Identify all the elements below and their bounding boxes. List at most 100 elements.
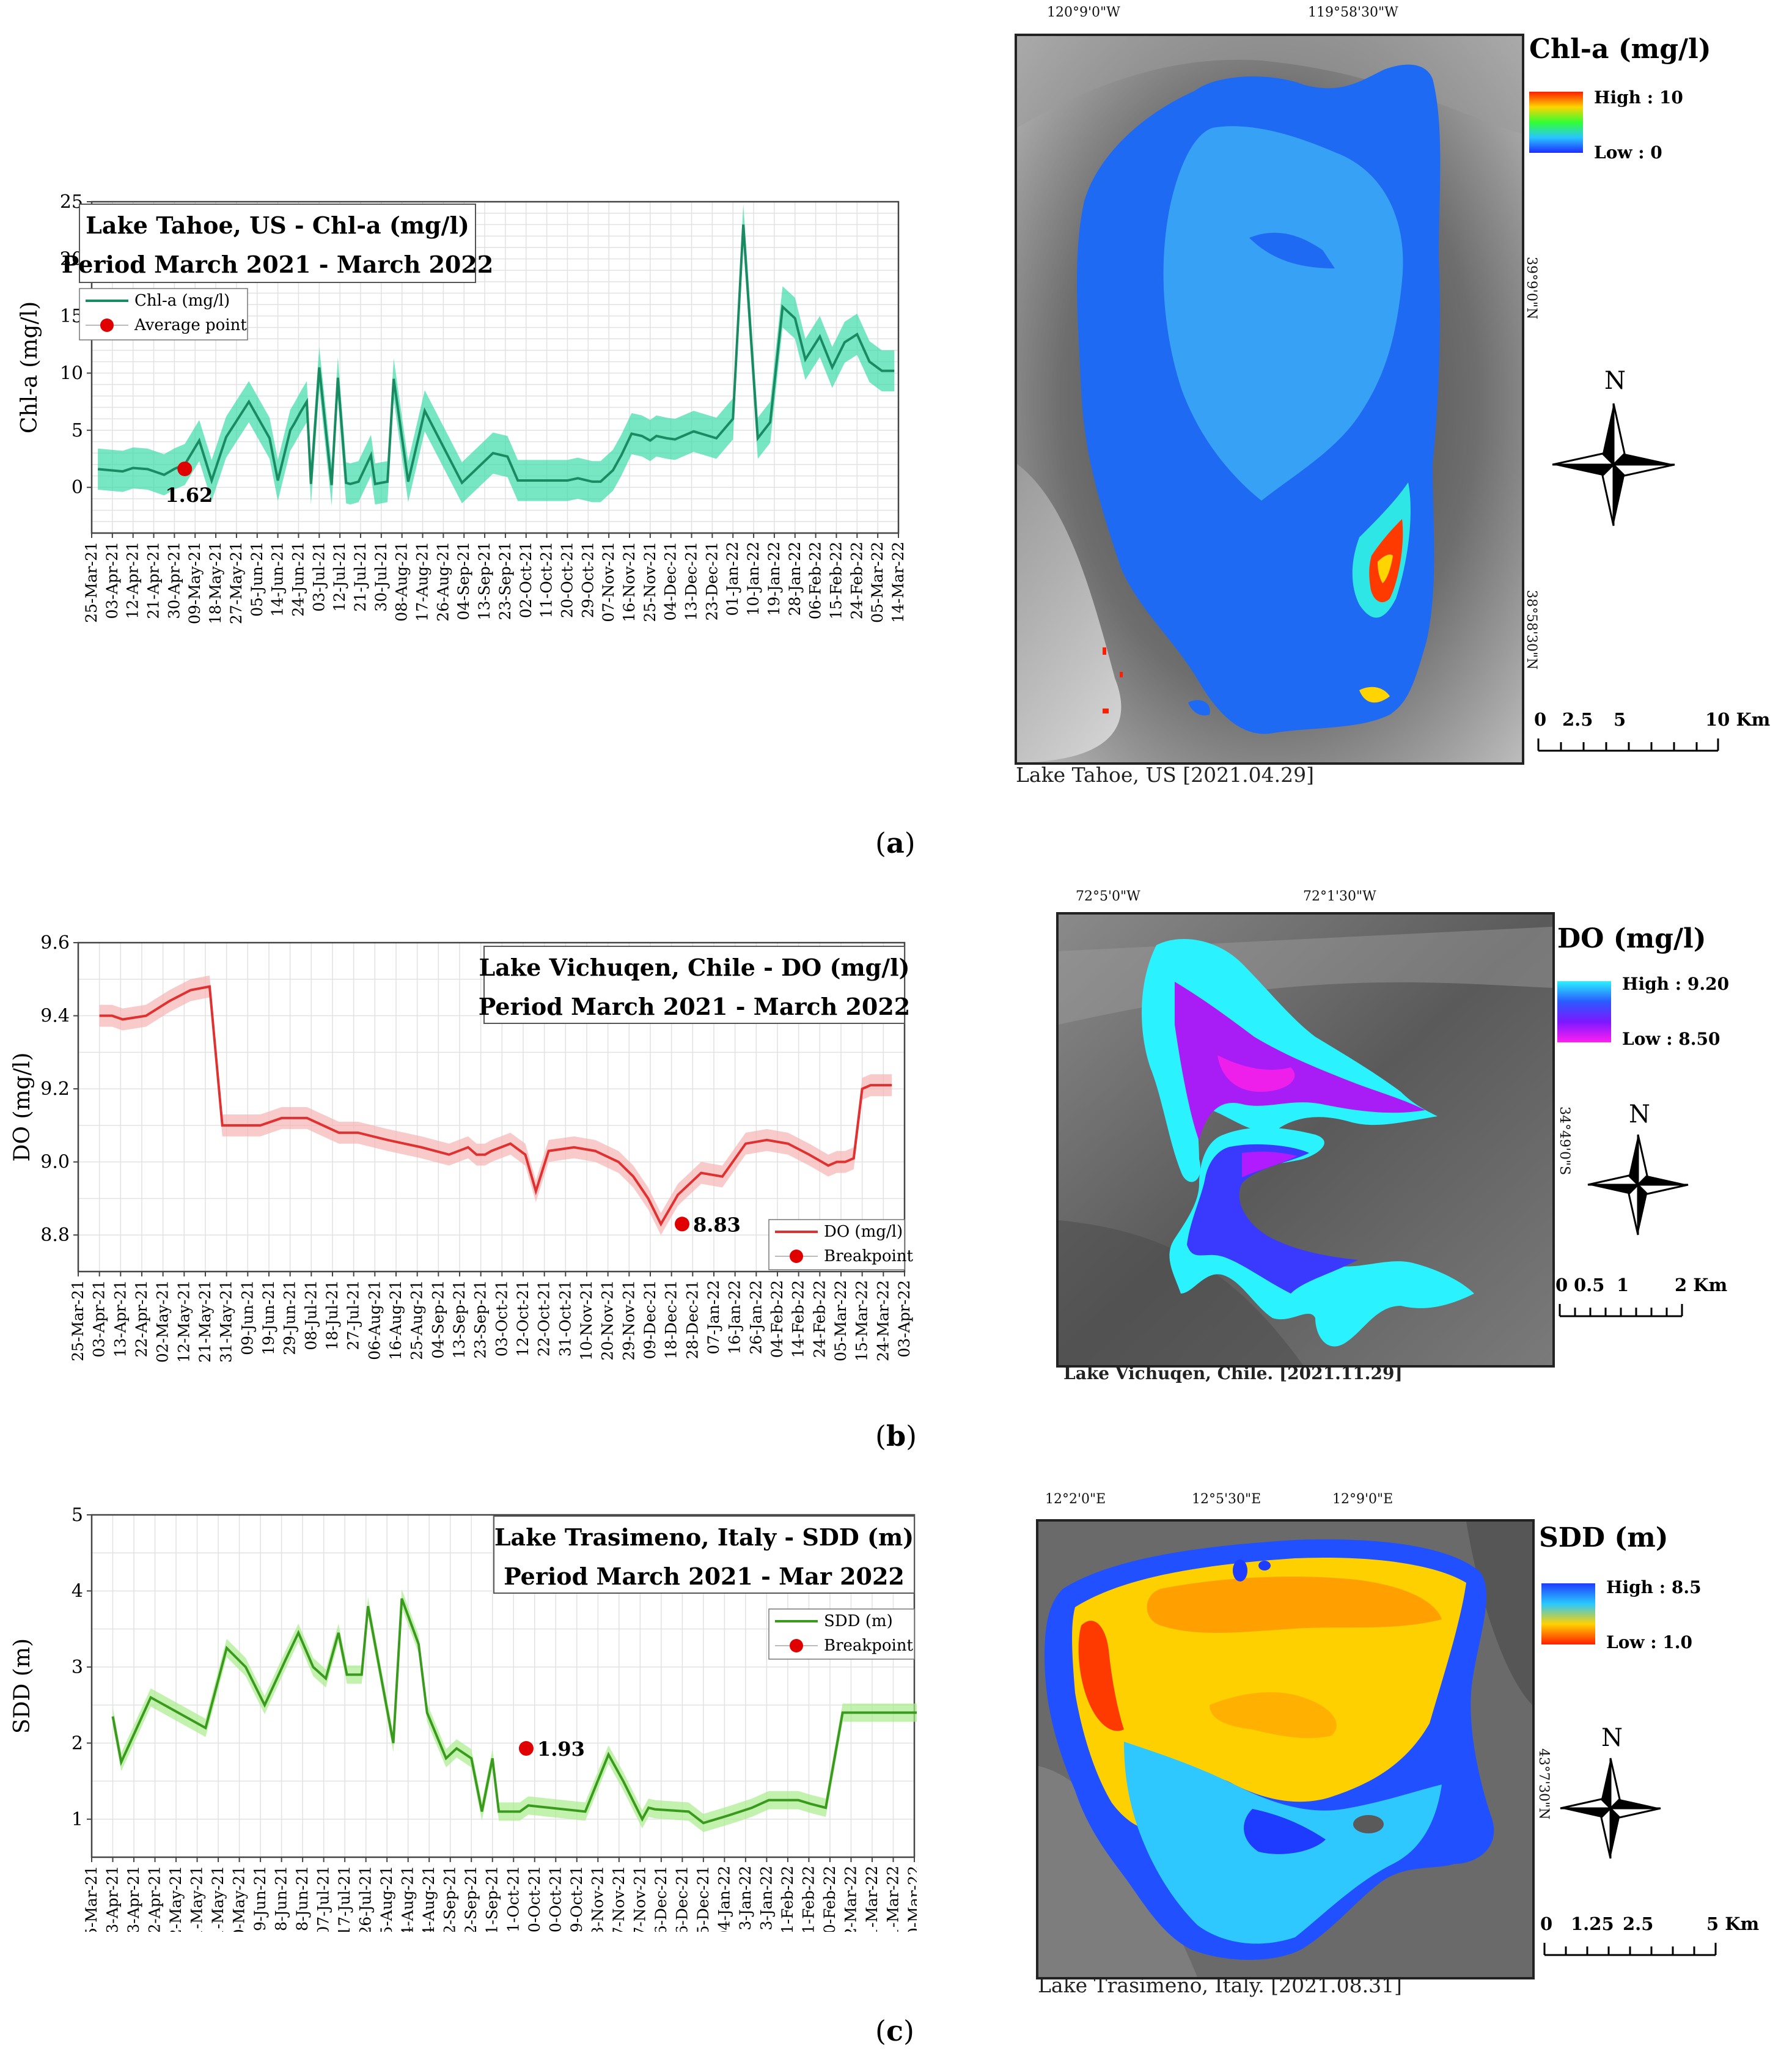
map-a-caption: Lake Tahoe, US [2021.04.29] [1016, 763, 1314, 787]
x-tick-label: 08-Aug-21 [393, 542, 411, 622]
x-tick-label: 14-Aug-21 [399, 1866, 417, 1932]
compass-icon [1552, 403, 1675, 526]
map-c-image [1036, 1519, 1535, 1979]
y-tick-label: 1 [72, 1809, 83, 1830]
x-tick-label: 22-Oct-21 [535, 1280, 553, 1357]
y-tick-label: 0 [72, 477, 83, 498]
x-tick-label: 02-Sep-21 [441, 1866, 459, 1932]
y-tick-label: 4 [72, 1580, 83, 1602]
map-a-legend-low: Low : 0 [1594, 142, 1662, 163]
x-tick-label: 16-Dec-21 [673, 1866, 691, 1932]
legend-series-label: SDD (m) [824, 1612, 893, 1630]
x-tick-label: 11-Mar-22 [863, 1866, 881, 1932]
map-c-scale-ticks [1543, 1943, 1717, 1956]
x-tick-label: 25-Dec-21 [694, 1866, 712, 1932]
x-tick-label: 07-Nov-21 [600, 542, 617, 622]
x-tick-label: 11-Oct-21 [538, 542, 556, 618]
y-tick-label: 2 [72, 1732, 83, 1754]
x-tick-label: 08-Jul-21 [302, 1280, 320, 1350]
plot-frame [77, 941, 906, 1273]
x-tick-label: 24-Feb-22 [848, 542, 865, 619]
map-a-scale-bar: 0 2.5 5 10 Km [1534, 709, 1791, 758]
x-tick-label: 02-Oct-21 [517, 542, 535, 618]
map-b-coord-top-2: 72°1'30"W [1303, 889, 1376, 904]
x-tick-label: 29-Oct-21 [579, 542, 597, 618]
plot-frame [90, 1514, 916, 1858]
map-b-legend-low: Low : 8.50 [1622, 1029, 1720, 1049]
map-b-scale-0: 0 [1555, 1275, 1568, 1295]
x-tick-label: 26-Jul-21 [357, 1866, 375, 1932]
x-tick-label: 06-Aug-21 [365, 1280, 383, 1360]
chart-title-line2: Period March 2021 - March 2022 [479, 993, 911, 1020]
panel-letter-c: c [886, 2014, 903, 2047]
x-tick-label: 13-Sep-21 [476, 542, 493, 620]
x-tick-label: 04-Sep-21 [429, 1280, 447, 1358]
x-tick-label: 09-Dec-21 [641, 1280, 659, 1359]
x-tick-label: 25-Mar-21 [83, 1866, 100, 1932]
x-tick-label: 25-Mar-21 [83, 542, 100, 623]
title-box [493, 1515, 915, 1594]
title-box [79, 204, 476, 283]
x-tick-label: 03-Apr-21 [103, 542, 121, 619]
x-tick-label: 20-Oct-21 [558, 542, 576, 618]
map-b-legend-high: High : 9.20 [1622, 974, 1730, 994]
x-tick-label: 11-May-21 [188, 1866, 206, 1932]
legend-marker-swatch [790, 1250, 803, 1263]
marker-label: 1.62 [165, 484, 213, 507]
x-tick-label: 02-Mar-22 [842, 1866, 859, 1932]
x-tick-label: 21-Apr-21 [145, 542, 163, 619]
x-tick-label: 11-Feb-22 [799, 1866, 817, 1932]
x-tick-label: 03-Apr-22 [895, 1280, 913, 1358]
x-tick-label: 01-Oct-21 [504, 1866, 522, 1932]
x-tick-label: 29-Nov-21 [620, 1280, 637, 1361]
map-a-scale-2: 5 [1614, 709, 1626, 730]
x-tick-label: 14-Mar-22 [889, 542, 907, 623]
x-tick-label: 25-Mar-21 [69, 1280, 87, 1361]
x-tick-label: 24-Feb-22 [810, 1280, 828, 1358]
x-tick-label: 12-Sep-21 [462, 1866, 480, 1932]
x-tick-label: 23-Dec-21 [703, 542, 721, 620]
map-c-north-label: N [1601, 1724, 1623, 1752]
x-tick-label: 17-Nov-21 [610, 1866, 628, 1932]
map-a-coord-right-2: 38°58'30"N [1524, 590, 1539, 670]
x-tick-label: 24-Mar-22 [874, 1280, 892, 1361]
chart-title-line1: Lake Trasimeno, Italy - SDD (m) [494, 1523, 914, 1551]
x-tick-label: 25-Nov-21 [641, 542, 659, 622]
x-tick-label: 05-Mar-22 [832, 1280, 850, 1361]
x-tick-label: 27-Jul-21 [345, 1280, 362, 1350]
map-b-scale-2: 1 [1617, 1275, 1629, 1295]
legend-marker-swatch [100, 319, 114, 332]
x-tick-label: 23-Sep-21 [496, 542, 514, 620]
legend-marker-label: Breakpoint [824, 1637, 914, 1655]
x-tick-label: 15-Mar-22 [853, 1280, 871, 1361]
y-tick-label: 9.6 [40, 932, 70, 954]
legend-box [768, 1219, 905, 1270]
x-tick-label: 27-May-21 [227, 542, 245, 624]
x-tick-label: 03-Oct-21 [493, 1280, 510, 1357]
panel-label-a: (a) [875, 827, 916, 860]
x-tick-label: 28-Jan-22 [786, 542, 804, 616]
x-tick-label: 22-Apr-21 [133, 1280, 150, 1358]
legend-marker-swatch [790, 1639, 803, 1652]
legend-marker-label: Breakpoint [824, 1247, 914, 1265]
x-tick-label: 13-Sep-21 [450, 1280, 468, 1358]
x-tick-label: 01-Jan-22 [724, 542, 741, 616]
x-tick-label: 26-Aug-21 [434, 542, 452, 622]
x-tick-label: 14-Feb-22 [790, 1280, 807, 1358]
marker-label: 1.93 [537, 1737, 585, 1761]
map-b-north-label: N [1629, 1100, 1650, 1129]
x-tick-label: 18-Dec-21 [663, 1280, 680, 1359]
map-c-legend-ramp [1541, 1583, 1595, 1644]
x-tick-label: 16-Nov-21 [620, 542, 638, 622]
x-tick-label: 25-Aug-21 [408, 1280, 426, 1360]
x-tick-label: 27-Nov-21 [631, 1866, 648, 1932]
map-a-scale-1: 2.5 [1562, 709, 1593, 730]
x-tick-label: 05-Jun-21 [248, 542, 266, 617]
map-b-caption: Lake Vichuqen, Chile. [2021.11.29] [1063, 1363, 1403, 1383]
x-tick-label: 24-Jun-21 [289, 542, 307, 617]
y-tick-label: 5 [72, 1504, 83, 1526]
map-b-scale-ticks [1559, 1304, 1683, 1317]
x-tick-label: 21-Mar-22 [884, 1866, 902, 1932]
x-tick-label: 30-May-21 [230, 1866, 248, 1932]
